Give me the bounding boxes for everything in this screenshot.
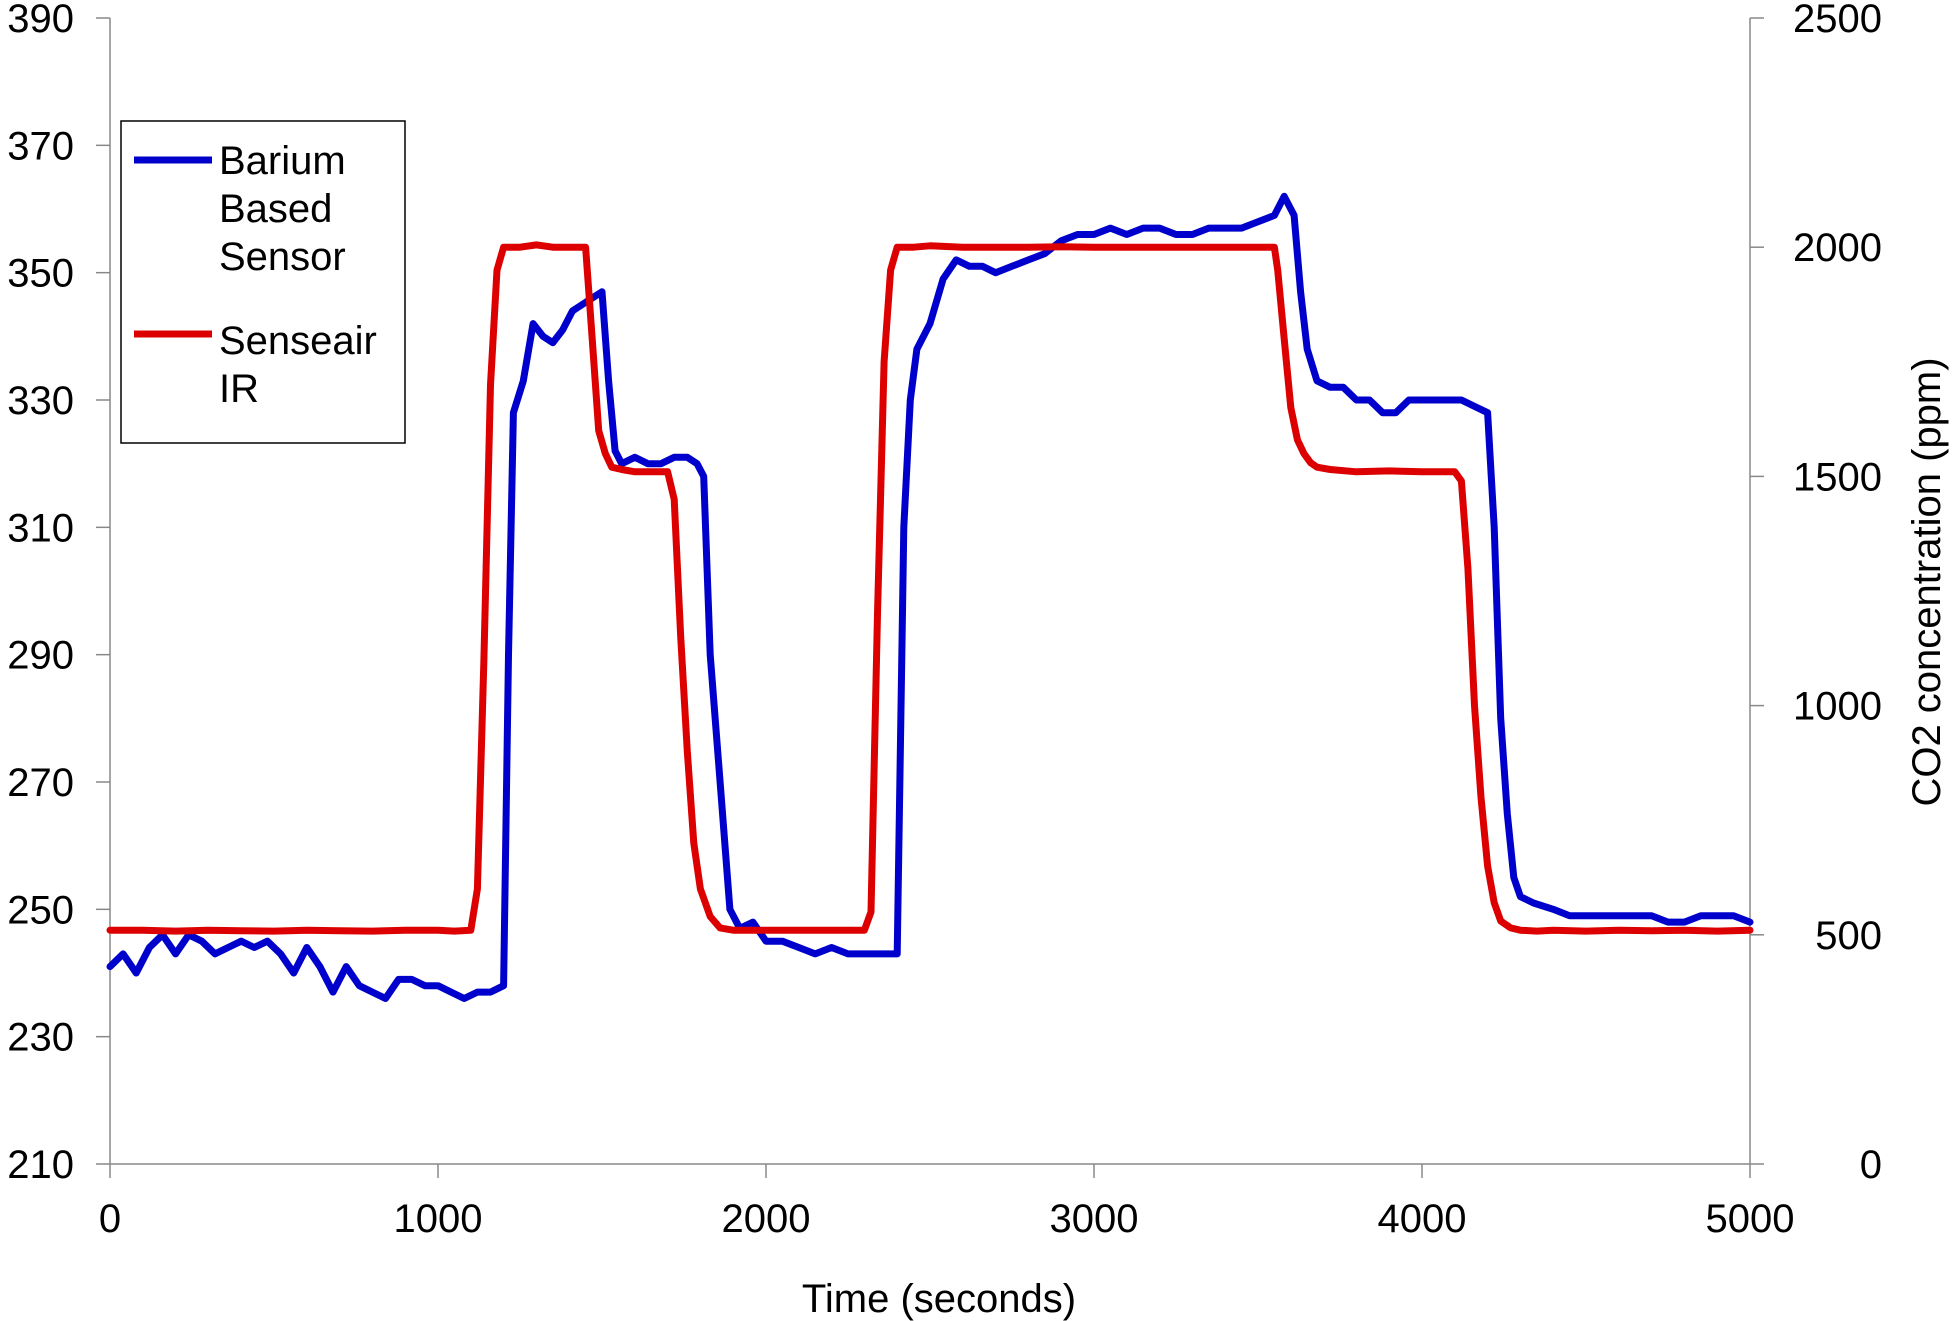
right-tick-label: 2500 (1793, 0, 1882, 41)
left-tick-label: 230 (7, 1016, 74, 1060)
legend-label-barium: Barium Based Sensor (219, 139, 346, 279)
legend-label-line: Based (219, 187, 332, 231)
x-tick-label: 5000 (1706, 1197, 1795, 1241)
left-tick-label: 210 (7, 1143, 74, 1187)
legend-label-line: Barium (219, 139, 346, 183)
right-tick-label: 1000 (1793, 685, 1882, 729)
legend-label-line: Senseair (219, 319, 377, 363)
legend-box (120, 120, 406, 444)
left-tick-label: 310 (7, 506, 74, 550)
left-tick-label: 330 (7, 379, 74, 423)
x-axis-title: Time (seconds) (802, 1277, 1076, 1321)
legend: Barium Based Sensor Senseair IR (120, 120, 406, 444)
legend-label-line: IR (219, 367, 259, 411)
series-layer (106, 192, 1754, 1002)
right-y-axis-title: CO2 concentration (ppm) (1905, 357, 1949, 806)
right-y-axis: 0 500 1000 1500 2000 2500 (1749, 0, 1882, 1187)
x-tick-label: 0 (99, 1197, 121, 1241)
left-tick-label: 290 (7, 634, 74, 678)
series-line-barium (106, 192, 1754, 1002)
right-tick-label: 0 (1860, 1143, 1882, 1187)
series-line-senseair (106, 241, 1754, 935)
right-tick-label: 500 (1815, 914, 1882, 958)
legend-label-line: Sensor (219, 235, 346, 279)
right-tick-label: 2000 (1793, 226, 1882, 270)
legend-label-senseair: Senseair IR (219, 319, 377, 411)
left-tick-label: 390 (7, 0, 74, 41)
x-tick-label: 1000 (394, 1197, 483, 1241)
left-tick-label: 250 (7, 888, 74, 932)
x-tick-label: 3000 (1050, 1197, 1139, 1241)
x-axis: 0 1000 2000 3000 4000 5000 (99, 1163, 1795, 1241)
left-y-axis: 210 230 250 270 290 310 330 350 370 390 (7, 0, 111, 1187)
left-tick-label: 370 (7, 124, 74, 168)
x-tick-label: 4000 (1378, 1197, 1467, 1241)
x-tick-label: 2000 (722, 1197, 811, 1241)
left-tick-label: 350 (7, 252, 74, 296)
right-tick-label: 1500 (1793, 455, 1882, 499)
left-tick-label: 270 (7, 761, 74, 805)
